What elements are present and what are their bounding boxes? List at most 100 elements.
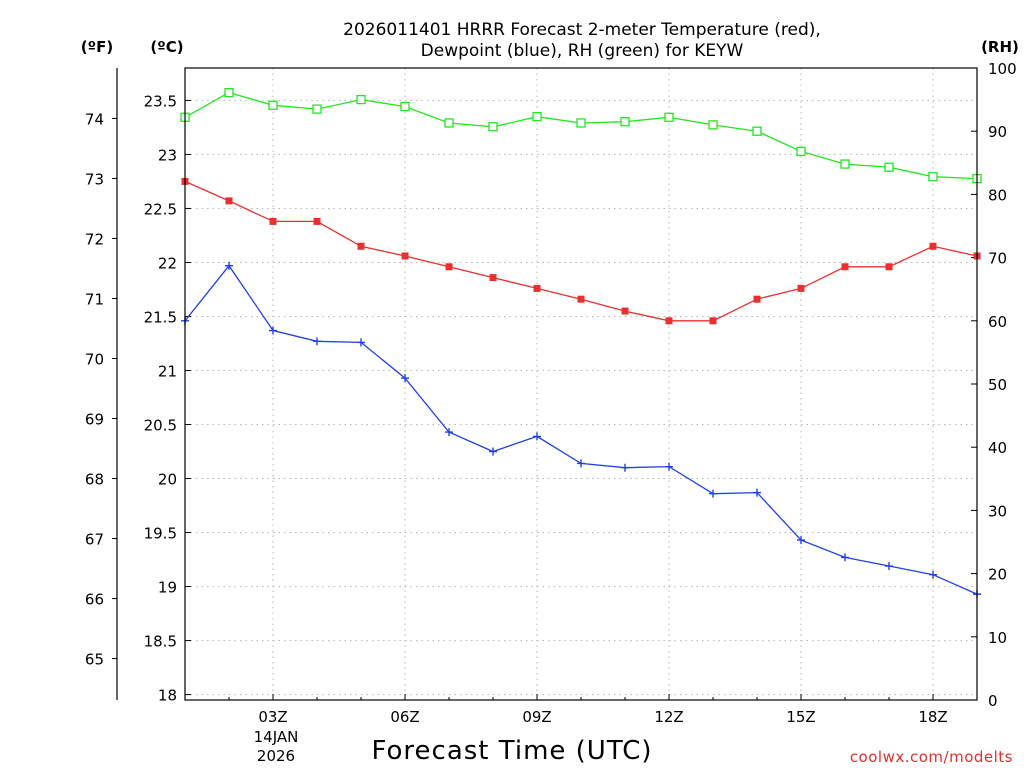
- dewpoint-point: [225, 261, 233, 270]
- celsius-unit-label: (ºC): [150, 38, 183, 56]
- rh-tick-label: 40: [988, 439, 1007, 457]
- rh-point: [444, 118, 454, 128]
- dewpoint-point: [753, 488, 761, 497]
- fahrenheit-tick-label: 74: [85, 110, 104, 128]
- x-tick-label: 15Z: [786, 708, 815, 726]
- rh-point: [356, 94, 366, 105]
- dewpoint-point: [445, 428, 453, 437]
- fahrenheit-unit-label: (ºF): [81, 38, 113, 56]
- temperature-point: [225, 197, 233, 205]
- celsius-tick-label: 18.5: [144, 633, 177, 651]
- rh-tick-label: 10: [988, 629, 1007, 647]
- dewpoint-point: [533, 432, 541, 441]
- temperature-point: [489, 274, 497, 282]
- rh-tick-label: 50: [988, 376, 1007, 394]
- dewpoint-point: [269, 326, 277, 335]
- temperature-point: [621, 307, 629, 315]
- temperature-point: [269, 217, 277, 225]
- celsius-tick-label: 22: [158, 254, 177, 272]
- rh-tick-label: 90: [988, 123, 1007, 141]
- temperature-point: [401, 252, 409, 260]
- fahrenheit-tick-label: 71: [85, 290, 104, 308]
- rh-tick-label: 20: [988, 566, 1007, 584]
- rh-tick-label: 30: [988, 502, 1007, 520]
- chart-title-line-1: 2026011401 HRRR Forecast 2-meter Tempera…: [343, 20, 821, 40]
- temperature-point: [709, 317, 717, 325]
- dewpoint-point: [929, 570, 937, 579]
- rh-tick-label: 0: [988, 692, 998, 710]
- rh-point: [708, 120, 718, 130]
- rh-point: [840, 159, 850, 169]
- dewpoint-point: [885, 562, 893, 571]
- x-tick-label: 09Z: [522, 708, 551, 726]
- axis-ticks: 18 18.5 19 19.5 20 20.5 21 21.5 22 22.5 23 23.5 03Z 0…: [85, 60, 1017, 726]
- dewpoint-point: [621, 463, 629, 472]
- celsius-tick-label: 19.5: [144, 525, 177, 543]
- dewpoint-point: [357, 338, 365, 347]
- celsius-tick-label: 22.5: [144, 200, 177, 218]
- temperature-point: [929, 242, 937, 250]
- rh-point: [224, 87, 234, 98]
- celsius-tick-label: 23.5: [144, 92, 177, 110]
- fahrenheit-tick-label: 68: [85, 471, 104, 489]
- fahrenheit-tick-label: 70: [85, 350, 104, 368]
- rh-point: [268, 100, 278, 110]
- x-tick-label: 12Z: [654, 708, 683, 726]
- rh-tick-label: 100: [988, 60, 1017, 78]
- fahrenheit-tick-label: 69: [85, 411, 104, 429]
- rh-point: [884, 162, 894, 172]
- temperature-point: [533, 284, 541, 292]
- x-axis-title: Forecast Time (UTC): [371, 736, 652, 766]
- temperature-point: [885, 263, 893, 271]
- x-tick-label: 18Z: [918, 708, 947, 726]
- plot-frame: [184, 67, 978, 701]
- fahrenheit-tick-label: 72: [85, 230, 104, 248]
- celsius-tick-label: 19: [158, 579, 177, 597]
- temperature-point: [577, 295, 585, 303]
- dewpoint-point: [313, 337, 321, 346]
- date-label-year: 2026: [257, 747, 295, 765]
- temperature-point: [753, 295, 761, 303]
- rh-point: [664, 112, 674, 122]
- temperature-point: [357, 242, 365, 250]
- dewpoint-point: [489, 447, 497, 456]
- rh-point: [752, 126, 762, 136]
- rh-point: [312, 104, 322, 114]
- chart-title-line-2: Dewpoint (blue), RH (green) for KEYW: [421, 41, 744, 61]
- celsius-tick-label: 18: [158, 687, 177, 705]
- rh-point: [576, 118, 586, 128]
- fahrenheit-tick-label: 67: [85, 531, 104, 549]
- rh-tick-label: 60: [988, 313, 1007, 331]
- temperature-point: [841, 263, 849, 271]
- celsius-tick-label: 21.5: [144, 308, 177, 326]
- dewpoint-point: [665, 462, 673, 471]
- rh-point: [620, 117, 630, 127]
- dewpoint-point: [841, 553, 849, 562]
- temperature-point: [797, 284, 805, 292]
- credit-link[interactable]: coolwx.com/modelts: [850, 748, 1013, 766]
- temperature-point: [313, 217, 321, 225]
- rh-line: [184, 91, 978, 180]
- dewpoint-line: [184, 264, 978, 595]
- rh-point: [400, 101, 410, 112]
- fahrenheit-tick-label: 73: [85, 170, 104, 188]
- date-label-day: 14JAN: [254, 728, 299, 746]
- rh-unit-label: (RH): [981, 38, 1019, 56]
- fahrenheit-tick-label: 65: [85, 651, 104, 669]
- temperature-point: [445, 263, 453, 271]
- rh-tick-label: 80: [988, 186, 1007, 204]
- series-group: [180, 87, 982, 599]
- celsius-tick-label: 21: [158, 362, 177, 380]
- x-tick-label: 03Z: [258, 708, 287, 726]
- fahrenheit-tick-label: 66: [85, 591, 104, 609]
- dewpoint-point: [709, 489, 717, 498]
- dewpoint-point: [401, 374, 409, 383]
- dewpoint-point: [577, 459, 585, 468]
- temperature-point: [665, 317, 673, 325]
- rh-point: [796, 146, 806, 157]
- celsius-tick-label: 23: [158, 146, 177, 164]
- x-tick-label: 06Z: [390, 708, 419, 726]
- celsius-tick-label: 20.5: [144, 417, 177, 435]
- grid-lines: [185, 68, 977, 700]
